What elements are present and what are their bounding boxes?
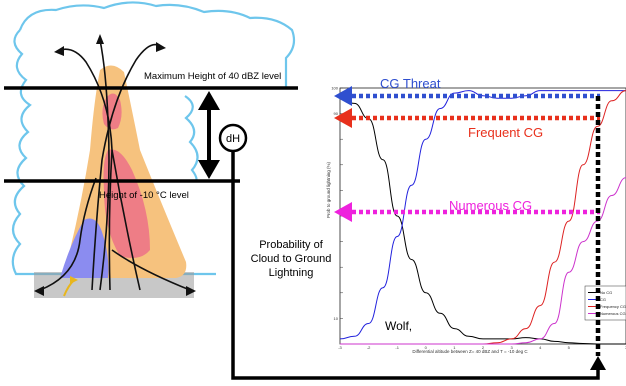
chart-x-tick-label: 7 bbox=[625, 345, 626, 350]
chart-y-axis-label: Prob to ground lightning (%) bbox=[326, 161, 331, 218]
streamline-arrowheads bbox=[34, 34, 196, 296]
numerous-cg-label: Numerous CG bbox=[449, 198, 532, 213]
chart-x-tick-label: 3 bbox=[510, 345, 513, 350]
chart-legend-label: No CG bbox=[600, 290, 612, 295]
dh-arrowhead-down bbox=[198, 160, 220, 179]
chart-series-numerous-cg bbox=[339, 177, 626, 345]
inflow-arrowhead bbox=[70, 276, 78, 284]
storm-cloud-outline bbox=[11, 1, 296, 276]
chart-legend-label: CG bbox=[600, 297, 606, 302]
updraft-streamlines bbox=[39, 39, 191, 291]
dh-connector-line bbox=[231, 150, 600, 380]
wolf-citation: Wolf, bbox=[385, 319, 412, 333]
chart-legend: No CG CG Frequency CG Numerous CG bbox=[584, 285, 626, 321]
dh-circle bbox=[218, 123, 248, 153]
reflectivity-core-red-lower bbox=[103, 149, 150, 258]
chart-y-tick-label: 10 bbox=[334, 316, 339, 321]
chart-series-cg bbox=[339, 90, 626, 340]
chart-x-tick-label: 0 bbox=[425, 345, 428, 350]
chart-x-tick-label: -3 bbox=[338, 345, 342, 350]
chart-x-tick-label: 2 bbox=[482, 345, 485, 350]
threshold-arrows: CG Threat Frequent CG Numerous CG bbox=[334, 76, 601, 356]
cg-threat-label: CG Threat bbox=[380, 76, 441, 91]
probability-label-2: Cloud to Ground bbox=[251, 253, 332, 265]
chart-x-tick-label: 5 bbox=[568, 345, 571, 350]
max-height-label: Maximum Height of 40 dBZ level bbox=[144, 71, 281, 82]
chart-y-tick-label: 90 bbox=[334, 111, 339, 116]
chart-legend-box bbox=[584, 285, 626, 321]
probability-label-1: Probability of bbox=[259, 239, 324, 251]
chart-x-tick-label: -2 bbox=[367, 345, 371, 350]
connector-arrowhead bbox=[590, 356, 606, 370]
chart-legend-label: Numerous CG bbox=[600, 311, 626, 316]
dh-label: dH bbox=[226, 133, 240, 145]
chart-x-tick-label: -1 bbox=[395, 345, 399, 350]
minus10-label: Height of -10 °C level bbox=[99, 190, 189, 201]
chart-y-tick-label: 100 bbox=[331, 86, 338, 91]
chart-plot-frame bbox=[339, 87, 626, 345]
cg-threat-arrowhead bbox=[334, 86, 352, 106]
dh-arrowhead-up bbox=[198, 91, 220, 110]
frequent-cg-label: Frequent CG bbox=[468, 125, 543, 140]
chart-legend-label: Frequency CG bbox=[600, 304, 626, 309]
chart-x-tick-label: 4 bbox=[539, 345, 542, 350]
chart-x-tick-label: 1 bbox=[453, 345, 456, 350]
chart-x-axis-label: Differential altitude between Z= 40 dBZ … bbox=[412, 349, 528, 354]
chart-series-no-cg bbox=[339, 97, 626, 345]
chart-panel: -3-2-1012345671090100 Differential altit… bbox=[326, 86, 626, 354]
frequent-cg-arrowhead bbox=[334, 108, 352, 128]
probability-label-3: Lightning bbox=[269, 267, 314, 279]
numerous-cg-arrowhead bbox=[334, 202, 352, 222]
